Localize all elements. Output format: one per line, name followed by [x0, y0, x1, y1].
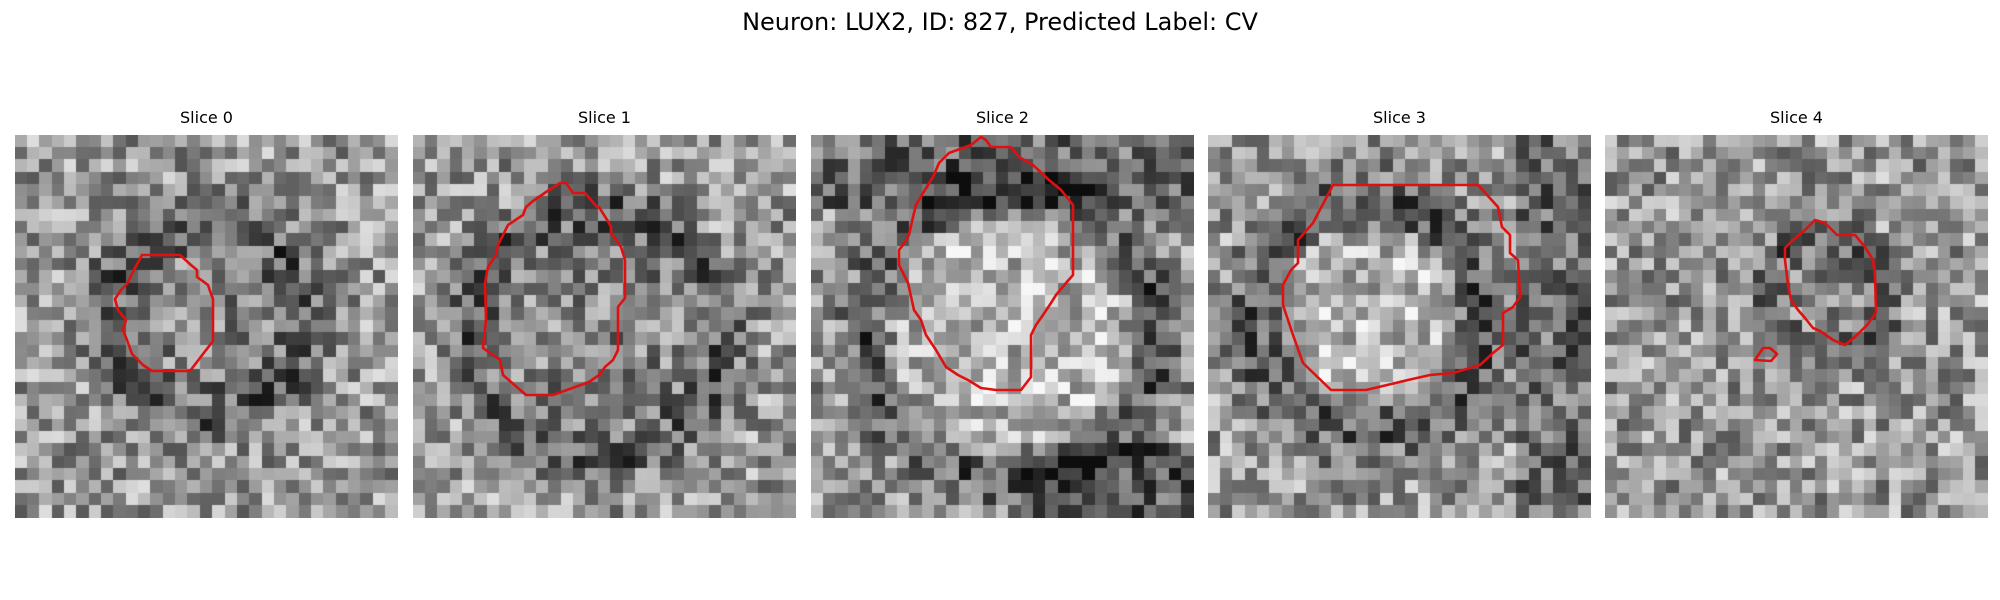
- roi-contour: [483, 183, 625, 395]
- slice-title: Slice 1: [413, 108, 796, 128]
- roi-contour: [1283, 185, 1520, 390]
- contour-overlay: [15, 135, 398, 518]
- slice-title: Slice 3: [1208, 108, 1591, 128]
- roi-contour: [1785, 220, 1876, 345]
- slice-panel-3: Slice 3: [1208, 108, 1591, 521]
- slice-title: Slice 4: [1605, 108, 1988, 128]
- slice-panel-4: Slice 4: [1605, 108, 1988, 521]
- contour-overlay: [1208, 135, 1591, 518]
- figure-title: Neuron: LUX2, ID: 827, Predicted Label: …: [0, 8, 2000, 36]
- roi-contour: [899, 137, 1073, 390]
- roi-contour: [115, 255, 213, 371]
- roi-contour-small: [1755, 348, 1777, 361]
- slice-panel-2: Slice 2: [811, 108, 1194, 521]
- slice-title: Slice 2: [811, 108, 1194, 128]
- contour-overlay: [413, 135, 796, 518]
- slice-panel-0: Slice 0: [15, 108, 398, 521]
- slice-title: Slice 0: [15, 108, 398, 128]
- slice-panel-1: Slice 1: [413, 108, 796, 521]
- contour-overlay: [1605, 135, 1988, 518]
- contour-overlay: [811, 135, 1194, 518]
